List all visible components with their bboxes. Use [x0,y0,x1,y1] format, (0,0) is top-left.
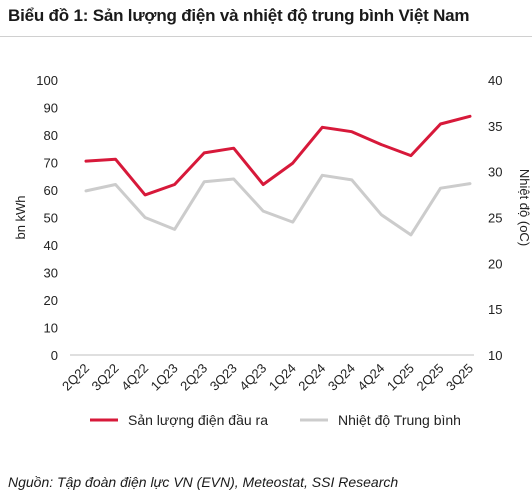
left-tick-label: 0 [51,348,58,363]
left-tick-label: 80 [44,128,58,143]
series-line-temperature [84,173,472,237]
left-tick-label: 60 [44,183,58,198]
right-tick-label: 10 [488,348,502,363]
source-note: Nguồn: Tập đoàn điện lực VN (EVN), Meteo… [8,474,399,490]
left-tick-label: 40 [44,238,58,253]
x-tick-label: 2Q25 [413,361,446,394]
x-tick-label: 1Q23 [148,361,181,394]
right-axis-ticks: 10 15 20 25 30 35 40 [488,73,502,363]
legend-label-temperature: Nhiệt độ Trung bình [338,412,461,428]
left-tick-label: 50 [44,211,58,226]
x-tick-label: 1Q24 [266,361,299,394]
left-axis-ticks: 0 10 20 30 40 50 60 70 80 90 100 [36,73,58,363]
x-tick-label: 2Q24 [295,361,328,394]
left-tick-label: 100 [36,73,58,88]
right-tick-label: 15 [488,302,502,317]
x-tick-label: 4Q23 [236,361,269,394]
left-tick-label: 30 [44,266,58,281]
left-tick-label: 10 [44,321,58,336]
x-tick-label: 3Q23 [207,361,240,394]
right-tick-label: 40 [488,73,502,88]
title-divider [0,36,532,37]
line-chart: 0 10 20 30 40 50 60 70 80 90 100 10 15 20 25 30 35 40 2Q… [13,73,532,428]
right-axis-title: Nhiệt độ (oC) [517,169,532,246]
right-tick-label: 20 [488,256,502,271]
x-tick-label: 3Q24 [325,361,358,394]
x-axis-ticks: 2Q223Q224Q221Q232Q233Q234Q231Q242Q243Q24… [59,361,476,394]
legend-label-electricity: Sản lượng điện đầu ra [128,412,268,428]
left-tick-label: 20 [44,293,58,308]
legend: Sản lượng điện đầu ra Nhiệt độ Trung bìn… [90,412,461,428]
series-layer [84,114,472,237]
x-tick-label: 2Q22 [59,361,92,394]
x-tick-label: 3Q25 [443,361,476,394]
right-tick-label: 25 [488,211,502,226]
left-tick-label: 90 [44,101,58,116]
x-tick-label: 3Q22 [89,361,122,394]
x-tick-label: 4Q24 [354,361,387,394]
x-tick-label: 1Q25 [384,361,417,394]
left-tick-label: 70 [44,156,58,171]
x-tick-label: 4Q22 [118,361,151,394]
right-tick-label: 30 [488,165,502,180]
right-tick-label: 35 [488,119,502,134]
series-line-electricity [84,114,472,197]
x-tick-label: 2Q23 [177,361,210,394]
left-axis-title: bn kWh [13,195,28,239]
chart-title: Biểu đồ 1: Sản lượng điện và nhiệt độ tr… [8,6,470,25]
